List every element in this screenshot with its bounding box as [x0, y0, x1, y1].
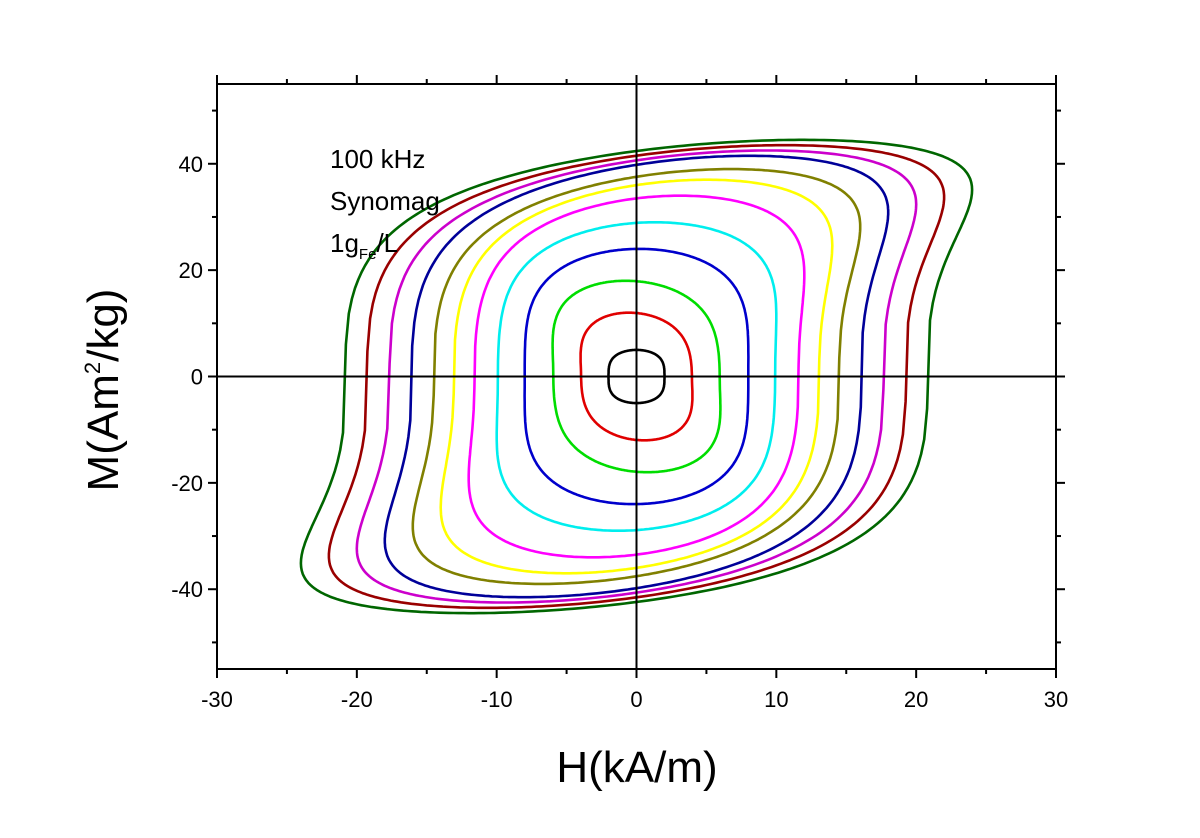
axes-group: -30 -20 -10 0 10 20 30 -40 -20 0 20 40 — [171, 75, 1068, 712]
y-axis-title-sup: 2 — [80, 362, 105, 374]
y-tick-label: 40 — [179, 152, 203, 177]
y-axis-title-rest: /kg) — [79, 289, 128, 362]
x-tick-label: -10 — [481, 687, 513, 712]
x-tick-label: 20 — [904, 687, 928, 712]
x-tick-label: -30 — [201, 687, 233, 712]
loop-3-curve — [551, 279, 722, 474]
x-tick-label: 30 — [1044, 687, 1068, 712]
x-tick-label: 0 — [630, 687, 642, 712]
loop-curves — [299, 138, 974, 615]
annotation-concentration-base: 1g — [330, 228, 359, 258]
loop-8-curve — [411, 167, 862, 586]
loop-7-curve — [439, 178, 834, 575]
annotation-frequency: 100 kHz — [330, 144, 425, 174]
annotation-concentration-rest: /L — [376, 228, 398, 258]
y-axis-title-base: M(Am — [79, 374, 128, 491]
y-tick-label: -20 — [171, 471, 203, 496]
y-tick-label: 0 — [191, 365, 203, 390]
x-tick-label: -20 — [341, 687, 373, 712]
x-axis-title: H(kA/m) — [556, 743, 717, 792]
loop-10-curve — [355, 149, 918, 604]
loop-9-curve — [383, 154, 890, 599]
loop-5-curve — [495, 221, 778, 532]
y-tick-label: 20 — [179, 258, 203, 283]
y-axis-title: M(Am2/kg) — [79, 289, 128, 492]
loop-4-curve — [523, 247, 750, 506]
annotation: 100 kHz Synomag 1gFe/L — [330, 144, 440, 263]
annotation-sample: Synomag — [330, 186, 440, 216]
annotation-concentration-sub: Fe — [359, 246, 377, 263]
annotation-concentration: 1gFe/L — [330, 228, 398, 263]
loop-6-curve — [467, 194, 806, 559]
y-tick-label: -40 — [171, 577, 203, 602]
x-tick-label: 10 — [764, 687, 788, 712]
loop-12-curve — [299, 138, 974, 615]
loop-2-curve — [579, 311, 694, 442]
loop-11-curve — [327, 143, 946, 610]
